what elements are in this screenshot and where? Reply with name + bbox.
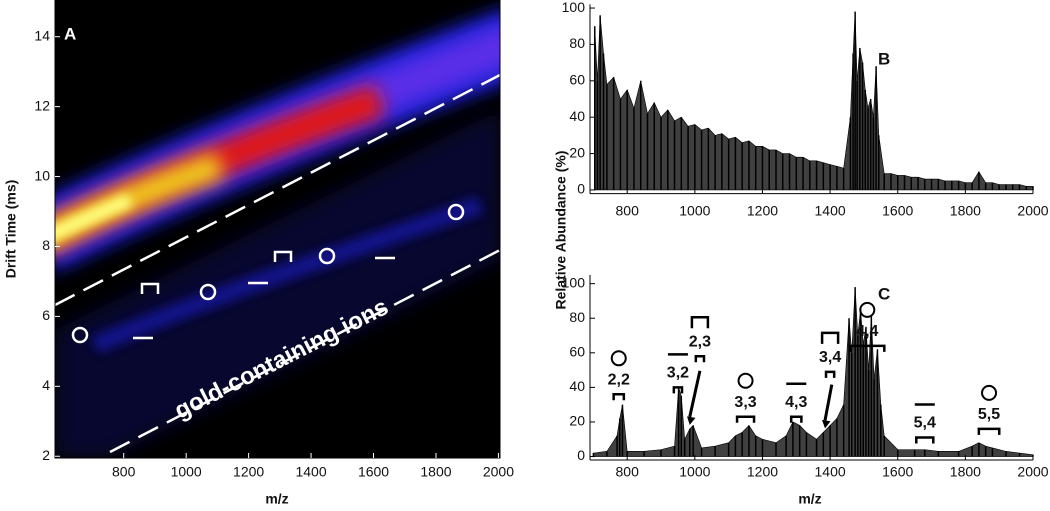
x-axis-label: m/z (265, 491, 288, 507)
y-tick-label: 80 (569, 35, 585, 51)
x-tick-label: 1800 (950, 203, 981, 219)
y-tick-label: 14 (34, 27, 50, 43)
x-axis-label: m/z (798, 491, 821, 507)
y-tick-label: 80 (569, 309, 585, 325)
peak-label: 4,3 (785, 394, 807, 411)
y-tick-label: 2 (42, 447, 50, 463)
peak-label: 3,3 (734, 394, 756, 411)
x-tick-label: 1000 (679, 203, 710, 219)
bracket (694, 355, 706, 363)
arrow-head (821, 419, 831, 429)
x-tick-label: 2000 (483, 464, 514, 480)
panel-label: B (878, 49, 890, 68)
x-tick-label: 1600 (882, 203, 913, 219)
y-tick-label: 0 (577, 181, 585, 197)
x-tick-label: 2000 (1017, 464, 1048, 480)
peak-label: 2,2 (608, 372, 630, 389)
x-tick-label: 1600 (358, 464, 389, 480)
y-tick-label: 40 (569, 378, 585, 394)
x-tick-label: 1000 (171, 464, 202, 480)
spectrum-area (593, 287, 1034, 457)
y-tick-label: 60 (569, 72, 585, 88)
peak-label: 5,4 (914, 415, 936, 432)
x-tick-label: 2000 (1017, 203, 1048, 219)
frame (54, 0, 501, 459)
spectrum-area (594, 11, 1034, 191)
y-tick-label: 40 (569, 108, 585, 124)
y-axis-label: Drift Time (ms) (3, 180, 19, 279)
y-tick-label: 0 (577, 447, 585, 463)
panel-label: A (64, 24, 76, 43)
heatmap-symbols (71, 203, 465, 344)
x-tick-label: 1800 (420, 464, 451, 480)
bracket (849, 344, 886, 352)
symbol (981, 384, 998, 401)
y-tick-label: 20 (569, 413, 585, 429)
x-tick-label: 1200 (747, 464, 778, 480)
peak-label: 3,4 (819, 349, 841, 366)
x-tick-label: 800 (616, 203, 640, 219)
symbol (610, 350, 627, 367)
x-tick-label: 800 (616, 464, 640, 480)
x-tick-label: 1400 (295, 464, 326, 480)
arrow-head (686, 416, 696, 425)
arrow (688, 370, 702, 418)
symbol (859, 301, 876, 318)
y-tick-label: 100 (562, 0, 586, 15)
symbol (820, 331, 840, 344)
y-tick-label: 4 (42, 377, 50, 393)
bracket (915, 436, 935, 444)
y-tick-label: 60 (569, 344, 585, 360)
heatmap-image (55, 0, 500, 458)
peak-label: 4,4 (856, 323, 878, 340)
bracket (735, 415, 756, 423)
panel-label: C (878, 284, 890, 303)
y-tick-label: 6 (42, 307, 50, 323)
x-tick-label: 1200 (747, 203, 778, 219)
symbol (690, 316, 710, 329)
peak-label: 2,3 (689, 333, 711, 350)
peak-label: 3,2 (667, 365, 689, 382)
x-tick-label: 1200 (233, 464, 264, 480)
x-tick-label: 1000 (679, 464, 710, 480)
x-tick-label: 800 (112, 464, 136, 480)
x-tick-label: 1400 (815, 464, 846, 480)
bracket (824, 370, 836, 378)
symbol (737, 372, 754, 389)
x-tick-label: 1800 (950, 464, 981, 480)
bracket (789, 415, 803, 423)
y-tick-label: 100 (562, 274, 586, 290)
bracket (672, 386, 684, 394)
x-tick-label: 1400 (815, 203, 846, 219)
x-tick-label: 1600 (882, 464, 913, 480)
bracket (977, 427, 1001, 435)
y-tick-label: 10 (34, 167, 50, 183)
arrow (823, 384, 834, 421)
peak-label: 5,5 (978, 406, 1000, 423)
y-tick-label: 8 (42, 237, 50, 253)
y-tick-label: 12 (34, 97, 50, 113)
bracket (612, 393, 626, 401)
y-tick-label: 20 (569, 144, 585, 160)
y-axis-label: Relative Abundance (%) (553, 151, 569, 310)
